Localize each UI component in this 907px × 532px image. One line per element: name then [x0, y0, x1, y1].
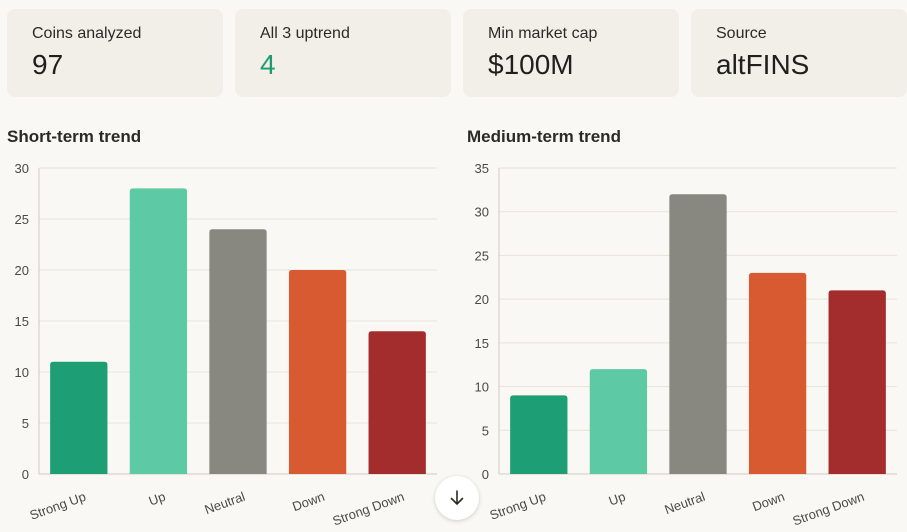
short-term-trend-chart: 0 5 10 15 20 25 30 Strong Up Up Neutral Down Strong…: [15, 161, 437, 529]
y-tick-label: 5: [482, 423, 489, 438]
x-tick-label: Strong Down: [790, 489, 866, 529]
x-tick-label: Neutral: [203, 489, 248, 517]
bar-neutral: [669, 194, 727, 474]
medium-term-chart-title: Medium-term trend: [467, 127, 621, 146]
bar-strong-down: [368, 331, 426, 474]
stats-row: Coins analyzed 97 All 3 uptrend 4 Min ma…: [7, 9, 907, 97]
y-tick-label: 10: [15, 365, 29, 380]
y-tick-label: 15: [475, 336, 489, 351]
medium-term-trend-chart: 0 5 10 15 20 25 30 35 Strong Up Up Neutral Down Stro…: [475, 161, 897, 529]
stat-card-all-uptrend: All 3 uptrend 4: [235, 9, 451, 97]
y-tick-label: 0: [482, 467, 489, 482]
stat-value: 4: [260, 49, 276, 80]
bar-down: [748, 272, 807, 474]
x-tick-label: Down: [290, 489, 326, 514]
y-tick-label: 30: [475, 205, 489, 220]
y-tick-label: 0: [22, 467, 29, 482]
stat-card-coins-analyzed: Coins analyzed 97: [7, 9, 223, 97]
stat-card-min-market-cap: Min market cap $100M: [463, 9, 679, 97]
bar-down: [288, 270, 347, 474]
y-tick-label: 30: [15, 161, 29, 176]
arrow-down-icon: [450, 490, 464, 505]
bar-strong-up: [510, 395, 568, 474]
x-tick-label: Strong Up: [28, 489, 88, 523]
x-tick-label: Up: [147, 489, 168, 509]
y-tick-label: 20: [475, 292, 489, 307]
x-tick-label: Up: [607, 489, 628, 509]
y-tick-label: 25: [475, 248, 489, 263]
bar-up: [589, 369, 648, 474]
stat-value: altFINS: [716, 49, 810, 80]
stat-value: 97: [32, 49, 64, 80]
y-tick-label: 5: [22, 416, 29, 431]
y-tick-label: 35: [475, 161, 489, 176]
y-tick-label: 10: [475, 380, 489, 395]
stat-card-source: Source altFINS: [691, 9, 907, 97]
bar-strong-down: [828, 290, 886, 474]
stat-label: Source: [716, 25, 767, 42]
stat-label: Coins analyzed: [32, 25, 142, 42]
x-tick-label: Strong Down: [330, 489, 406, 529]
x-tick-label: Down: [750, 489, 786, 514]
short-term-chart-title: Short-term trend: [7, 127, 142, 146]
stat-label: Min market cap: [488, 25, 598, 42]
bar-neutral: [209, 229, 267, 474]
x-tick-label: Strong Up: [488, 489, 548, 523]
stat-value: $100M: [488, 49, 574, 80]
bar-strong-up: [50, 361, 108, 474]
stat-label: All 3 uptrend: [260, 25, 350, 42]
y-tick-label: 25: [15, 212, 29, 227]
x-tick-label: Neutral: [663, 489, 708, 517]
scroll-down-button[interactable]: [435, 476, 479, 520]
y-tick-label: 15: [15, 314, 29, 329]
y-tick-label: 20: [15, 263, 29, 278]
bar-up: [129, 188, 188, 474]
